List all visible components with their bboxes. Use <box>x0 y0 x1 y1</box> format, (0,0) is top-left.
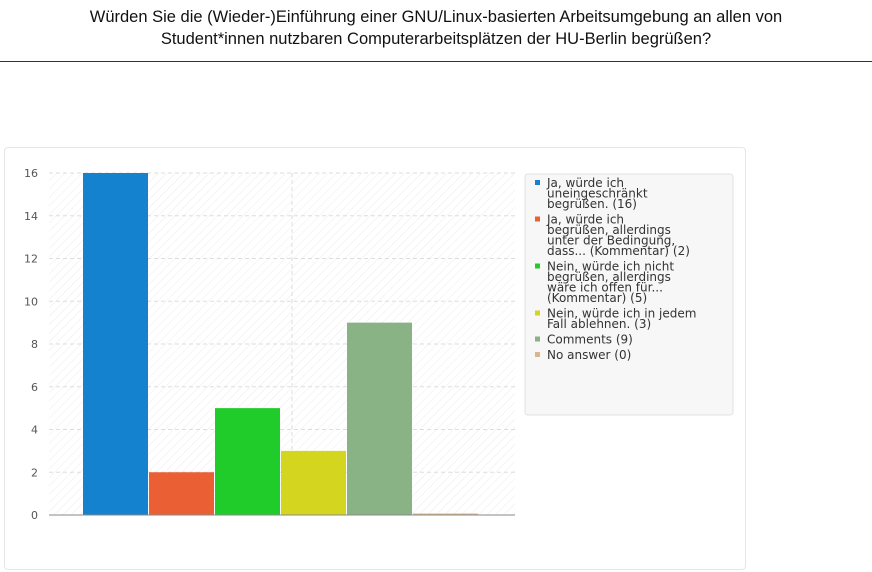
title-divider <box>0 61 872 62</box>
legend-item-label: Ja, würde ich begrüßen, allerdings unter d… <box>546 213 690 259</box>
bar <box>347 322 412 515</box>
legend-swatch <box>535 336 540 342</box>
legend-item-line: Fall ablehnen. (3) <box>547 317 651 331</box>
bar <box>149 472 214 515</box>
legend-swatch <box>535 352 540 357</box>
y-tick-label: 8 <box>31 338 38 351</box>
question-line-1: Würden Sie die (Wieder-)Einführung einer… <box>89 8 783 26</box>
y-tick-label: 16 <box>24 167 38 180</box>
legend-item-line: unter der Bedingung, <box>547 234 675 248</box>
legend-item-line: begrüßen. (16) <box>547 197 637 211</box>
legend-item-line: Ja, würde ich <box>546 213 624 227</box>
chart-panel: 0 2 4 6 8 10 12 14 16 Ja, würde ich uneingeschrän… <box>4 147 746 570</box>
legend: Ja, würde ich uneingeschränkt begrüßen. (1… <box>524 173 734 416</box>
legend-swatch <box>535 180 540 185</box>
bars <box>83 173 478 515</box>
y-tick-label: 6 <box>31 381 38 394</box>
legend-box <box>524 173 734 416</box>
legend-item-label: Nein, würde ich nicht begrüßen, allerding… <box>547 260 674 306</box>
question-line-2: Student*innen nutzbaren Computerarbeitsp… <box>160 30 712 48</box>
bar <box>413 513 478 515</box>
legend-item-label: No answer (0) <box>547 348 631 362</box>
legend-item-line: dass... (Kommentar) (2) <box>547 244 690 258</box>
legend-item-line: wäre ich offen für... <box>547 281 663 295</box>
bar <box>83 173 148 515</box>
legend-item-label: Nein, würde ich in jedem Fall ablehnen. (… <box>547 307 696 332</box>
legend-item-line: (Kommentar) (5) <box>547 291 647 305</box>
y-tick-label: 0 <box>31 509 38 522</box>
legend-item-line: begrüßen, allerdings <box>547 270 671 284</box>
legend-swatch <box>535 263 540 269</box>
legend-swatch <box>535 216 540 222</box>
y-tick-label: 12 <box>24 253 38 266</box>
y-tick-label: 10 <box>24 295 38 308</box>
y-tick-label: 2 <box>31 466 38 479</box>
legend-item-line: Ja, würde ich <box>546 176 624 190</box>
legend-item-line: Comments (9) <box>547 333 633 347</box>
legend-item-line: uneingeschränkt <box>547 187 648 201</box>
y-tick-label: 4 <box>31 424 38 437</box>
bar <box>281 450 346 515</box>
axes: 0 2 4 6 8 10 12 14 16 <box>24 167 515 522</box>
legend-item-label: Ja, würde ich uneingeschränkt begrüßen. (1… <box>546 176 648 211</box>
legend-item-line: Nein, würde ich nicht <box>547 260 674 274</box>
legend-item-line: begrüßen, allerdings <box>547 223 671 237</box>
legend-item-line: No answer (0) <box>547 348 631 362</box>
legend-swatch <box>535 310 540 316</box>
bar <box>215 408 280 515</box>
y-tick-label: 14 <box>24 210 38 223</box>
legend-item-line: Nein, würde ich in jedem <box>547 307 696 321</box>
legend-item-label: Comments (9) <box>547 333 633 347</box>
question-title: Würden Sie die (Wieder-)Einführung einer… <box>0 6 872 50</box>
